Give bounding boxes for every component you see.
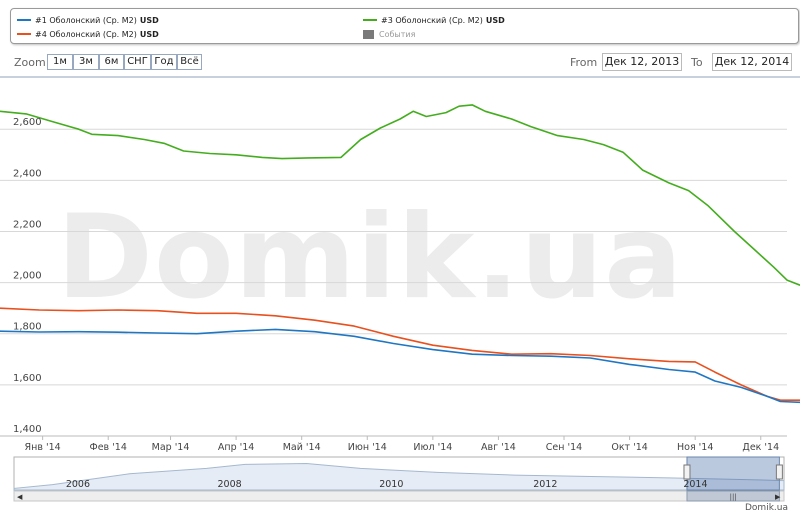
- zoom-button-3m[interactable]: 3м: [73, 54, 99, 70]
- y-tick-label: 1,800: [13, 322, 42, 333]
- grid-lines: [0, 76, 800, 437]
- navigator-scrollbar-track[interactable]: [13, 490, 785, 502]
- x-tick-label: Фев '14: [90, 442, 127, 453]
- zoom-button-all[interactable]: Всё: [177, 54, 202, 70]
- y-tick-label: 2,000: [13, 271, 42, 282]
- legend-swatch-series-4: [17, 33, 31, 35]
- zoom-button-ytd[interactable]: СНГ: [124, 54, 151, 70]
- from-date-input[interactable]: Дек 12, 2013: [602, 53, 682, 71]
- legend-item-series-3[interactable]: #3 Оболонский (Ср. М2) USD: [363, 13, 505, 27]
- zoom-button-6m[interactable]: 6м: [99, 54, 124, 70]
- scroll-right-arrow-icon[interactable]: ▶: [775, 493, 781, 501]
- navigator-year-label: 2010: [379, 479, 403, 490]
- navigator-year-label: 2012: [533, 479, 557, 490]
- legend-label-series-1: #1 Оболонский (Ср. М2): [35, 15, 137, 25]
- x-tick-label: Авг '14: [481, 442, 516, 453]
- x-tick-label: Ноя '14: [677, 442, 713, 453]
- navigator-year-label: 2006: [66, 479, 90, 490]
- to-date-input[interactable]: Дек 12, 2014: [712, 53, 792, 71]
- scrollbar-grip-icon: |||: [730, 493, 737, 501]
- from-label: From: [570, 56, 598, 69]
- x-tick-label: Окт '14: [611, 442, 647, 453]
- legend-label-series-3: #3 Оболонский (Ср. М2): [381, 15, 483, 25]
- zoom-button-1m[interactable]: 1м: [47, 54, 73, 70]
- legend-unit-series-3: USD: [485, 15, 505, 25]
- y-tick-label: 2,200: [13, 219, 42, 230]
- navigator-year-label: 2008: [218, 479, 242, 490]
- navigator-selection[interactable]: [686, 456, 780, 491]
- y-tick-label: 1,600: [13, 373, 42, 384]
- legend-unit-series-1: USD: [139, 15, 159, 25]
- legend-item-events[interactable]: События: [363, 27, 415, 41]
- navigator-year-label: 2014: [683, 479, 707, 490]
- y-tick-label: 1,400: [13, 424, 42, 435]
- axes: 1,400 1,600 1,800 2,000 2,200 2,400 2,600 Янв '…: [0, 117, 787, 453]
- x-tick-label: Май '14: [283, 442, 321, 453]
- x-tick-label: Июл '14: [413, 442, 452, 453]
- series-line-1[interactable]: [0, 104, 800, 286]
- zoom-label: Zoom: [14, 56, 46, 69]
- x-tick-label: Апр '14: [218, 442, 254, 453]
- legend-swatch-series-3: [363, 19, 377, 21]
- zoom-button-year[interactable]: Год: [151, 54, 177, 70]
- navigator-left-handle[interactable]: [683, 464, 691, 480]
- x-tick-label: Июн '14: [348, 442, 387, 453]
- plot-top-border: [0, 76, 800, 78]
- navigator-area: [13, 462, 785, 491]
- legend-swatch-series-1: [17, 19, 31, 21]
- legend-swatch-events: [363, 29, 374, 39]
- navigator-scrollbar-thumb[interactable]: [686, 490, 780, 502]
- legend-item-series-1[interactable]: #1 Оболонский (Ср. М2) USD: [17, 13, 159, 27]
- watermark-text: Domik.ua: [56, 190, 684, 325]
- legend-unit-series-4: USD: [139, 29, 159, 39]
- x-tick-label: Сен '14: [546, 442, 582, 453]
- navigator-right-handle[interactable]: [775, 464, 783, 480]
- y-tick-label: 2,600: [13, 117, 42, 128]
- chart-legend: #1 Оболонский (Ср. М2) USD #4 Оболонский…: [10, 8, 799, 44]
- legend-label-events: События: [379, 29, 416, 39]
- site-credit: Domik.ua: [745, 503, 788, 513]
- series-line-2[interactable]: [0, 307, 800, 401]
- range-selector: Zoom 1м 3м 6м СНГ Год Всё From Дек 12, 2…: [0, 52, 800, 72]
- navigator[interactable]: 2006 2008 2010 2012 2014 ◀ ▶ |||: [13, 456, 785, 502]
- legend-label-series-4: #4 Оболонский (Ср. М2): [35, 29, 137, 39]
- x-tick-label: Мар '14: [152, 442, 190, 453]
- x-tick-label: Янв '14: [25, 442, 61, 453]
- series-lines: [0, 104, 800, 404]
- series-line-3[interactable]: [0, 328, 800, 404]
- x-tick-label: Дек '14: [742, 442, 779, 453]
- legend-item-series-4[interactable]: #4 Оболонский (Ср. М2) USD: [17, 27, 159, 41]
- to-label: To: [691, 56, 703, 69]
- y-tick-label: 2,400: [13, 168, 42, 179]
- scroll-left-arrow-icon[interactable]: ◀: [17, 493, 23, 501]
